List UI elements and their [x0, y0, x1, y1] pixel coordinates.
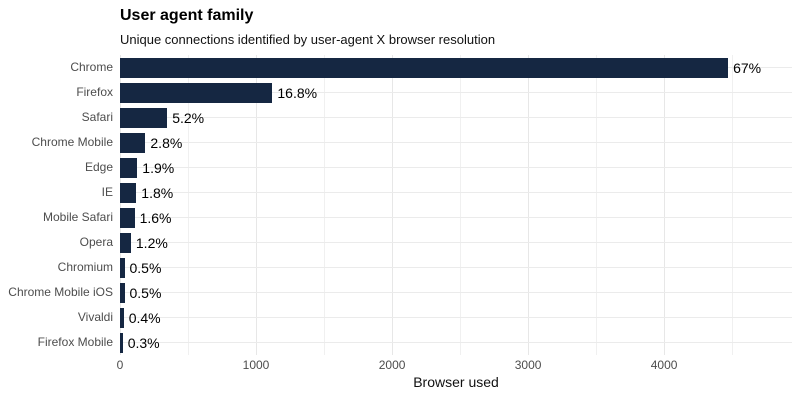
- bar-value-label-edge: 1.9%: [142, 159, 175, 176]
- chart-subtitle: Unique connections identified by user-ag…: [120, 32, 496, 47]
- y-tick-label-mobile-safari: Mobile Safari: [42, 210, 113, 224]
- gridline-minor-x-2500: [460, 55, 462, 355]
- bar-chrome-mobile-ios: [120, 282, 125, 303]
- gridline-major-x-1000: [256, 55, 257, 355]
- gridline-row-mobile-safari: [120, 217, 792, 218]
- x-tick-label-1000: 1000: [242, 358, 270, 372]
- y-axis-labels: Chrome Firefox Safari Chrome Mobile Edge IE Mo…: [0, 55, 113, 355]
- gridline-row-chromium: [120, 267, 792, 268]
- gridline-minor-x-1500: [324, 55, 325, 355]
- bar-mobile-safari: [120, 207, 135, 228]
- bar-value-label-safari: 5.2%: [172, 109, 205, 126]
- gridline-row-firefox-mobile: [120, 342, 792, 343]
- y-tick-label-chromium: Chromium: [57, 260, 113, 274]
- gridline-row-safari: [120, 117, 792, 118]
- bar-value-label-chromium: 0.5%: [129, 259, 162, 276]
- chart-title: User agent family: [120, 7, 254, 24]
- gridline-row-chrome-mobile-ios: [120, 292, 792, 293]
- x-axis-title: Browser used: [413, 374, 499, 390]
- bar-value-label-ie: 1.8%: [141, 184, 174, 201]
- y-tick-label-chrome-mobile-ios: Chrome Mobile iOS: [8, 285, 113, 299]
- gridline-row-chrome-mobile: [120, 142, 792, 143]
- bar-chrome: [120, 57, 729, 78]
- bar-firefox: [120, 82, 273, 103]
- gridline-row-edge: [120, 167, 792, 168]
- gridline-minor-x-500: [188, 55, 189, 355]
- gridline-major-x-0: [120, 55, 121, 355]
- bar-value-label-firefox-mobile: 0.3%: [127, 334, 160, 351]
- x-tick-label-0: 0: [116, 358, 124, 372]
- bar-ie: [120, 182, 137, 203]
- gridline-major-x-2000: [392, 55, 394, 355]
- y-tick-label-edge: Edge: [84, 160, 113, 174]
- bar-chromium: [120, 257, 125, 278]
- y-tick-label-safari: Safari: [81, 110, 113, 124]
- bar-value-label-chrome: 67%: [733, 59, 762, 76]
- bar-safari: [120, 107, 168, 128]
- bar-value-label-chrome-mobile: 2.8%: [150, 134, 183, 151]
- bar-value-label-opera: 1.2%: [135, 234, 168, 251]
- y-tick-label-opera: Opera: [79, 235, 113, 249]
- x-tick-label-3000: 3000: [514, 358, 542, 372]
- bar-chrome-mobile: [120, 132, 146, 153]
- bar-value-label-mobile-safari: 1.6%: [139, 209, 172, 226]
- y-tick-label-chrome-mobile: Chrome Mobile: [31, 135, 113, 149]
- gridline-minor-x-4500: [732, 55, 734, 355]
- bar-value-label-chrome-mobile-ios: 0.5%: [129, 284, 162, 301]
- gridline-minor-x-3500: [596, 55, 598, 355]
- bar-value-label-vivaldi: 0.4%: [128, 309, 161, 326]
- gridline-major-x-3000: [528, 55, 530, 355]
- y-tick-label-firefox: Firefox: [76, 85, 113, 99]
- x-tick-label-2000: 2000: [378, 358, 406, 372]
- y-tick-label-firefox-mobile: Firefox Mobile: [37, 335, 113, 349]
- gridline-row-opera: [120, 242, 792, 243]
- y-tick-label-ie: IE: [101, 185, 113, 199]
- x-tick-label-4000: 4000: [650, 358, 678, 372]
- y-tick-label-chrome: Chrome: [70, 60, 113, 74]
- bar-edge: [120, 157, 138, 178]
- gridline-row-firefox: [120, 92, 792, 93]
- bar-value-label-firefox: 16.8%: [277, 84, 318, 101]
- gridline-row-ie: [120, 192, 792, 193]
- plot-area: 67% 16.8% 5.2% 2.8% 1.9% 1.8% 1.6% 1.2% 0.5% 0.5%…: [120, 55, 792, 355]
- y-tick-label-vivaldi: Vivaldi: [77, 310, 113, 324]
- gridline-major-x-4000: [664, 55, 666, 355]
- bar-opera: [120, 232, 131, 253]
- bar-vivaldi: [120, 307, 124, 328]
- gridline-row-vivaldi: [120, 317, 792, 318]
- bar-firefox-mobile: [120, 332, 123, 353]
